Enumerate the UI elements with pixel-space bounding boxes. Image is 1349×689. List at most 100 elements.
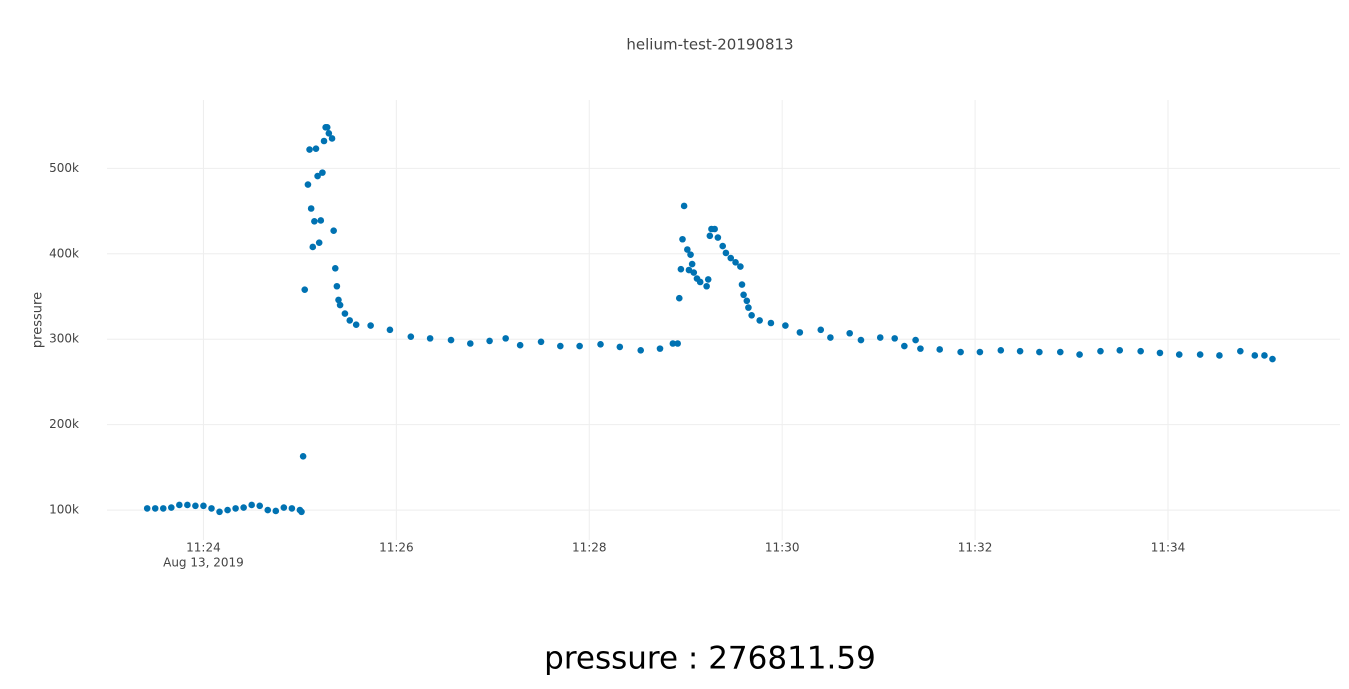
- y-tick-label: 300k: [49, 332, 79, 346]
- data-point: [1156, 349, 1164, 357]
- data-point: [656, 345, 664, 352]
- data-point: [740, 291, 747, 299]
- data-point: [1251, 352, 1259, 359]
- data-point: [264, 506, 272, 514]
- data-point: [684, 246, 691, 253]
- data-point: [704, 276, 712, 283]
- data-point: [687, 251, 694, 258]
- data-point: [796, 329, 804, 336]
- data-point: [341, 310, 349, 317]
- x-date-label: Aug 13, 2019: [163, 556, 244, 570]
- data-point: [1216, 352, 1223, 359]
- data-point: [176, 501, 183, 509]
- data-point: [367, 322, 374, 329]
- data-point: [516, 341, 524, 349]
- data-point: [1036, 348, 1043, 356]
- data-point: [280, 504, 288, 511]
- data-point: [680, 202, 688, 210]
- data-point: [299, 452, 307, 460]
- data-point: [688, 260, 696, 268]
- data-point: [719, 242, 726, 250]
- data-point: [637, 347, 645, 354]
- data-point: [1269, 355, 1276, 363]
- data-point: [936, 346, 944, 353]
- data-point: [997, 347, 1005, 354]
- data-point: [767, 319, 775, 327]
- data-point: [486, 337, 493, 345]
- data-point: [335, 296, 342, 304]
- data-point: [315, 239, 323, 246]
- data-point: [301, 286, 309, 293]
- data-point: [386, 326, 394, 334]
- data-point: [298, 508, 305, 516]
- y-tick-label: 500k: [49, 161, 79, 175]
- data-point: [756, 317, 763, 324]
- x-tick-label: 11:34: [1151, 541, 1186, 555]
- data-point: [328, 135, 336, 142]
- data-point: [224, 506, 231, 514]
- data-point: [309, 243, 317, 251]
- data-point: [891, 335, 899, 342]
- data-point: [976, 348, 984, 356]
- data-point: [502, 335, 509, 342]
- data-point: [311, 218, 318, 225]
- data-point: [711, 225, 718, 233]
- x-tick-label: 11:28: [572, 541, 607, 555]
- data-point: [748, 312, 755, 319]
- data-point: [325, 130, 333, 137]
- data-point: [200, 502, 207, 510]
- data-point: [696, 278, 704, 286]
- data-point: [1261, 352, 1268, 359]
- data-point: [306, 146, 313, 153]
- data-point: [314, 172, 321, 180]
- data-point: [232, 505, 239, 512]
- data-point: [312, 145, 320, 152]
- data-point: [248, 501, 255, 509]
- value-readout: pressure : 276811.59: [544, 641, 876, 677]
- data-point: [143, 505, 151, 512]
- data-point: [330, 227, 337, 235]
- x-tick-label: 11:26: [379, 541, 414, 555]
- data-point: [317, 217, 325, 224]
- data-point: [745, 304, 752, 311]
- data-point: [782, 322, 789, 329]
- data-point: [679, 235, 686, 243]
- data-point: [1056, 348, 1064, 356]
- data-point: [675, 294, 683, 302]
- data-point: [703, 282, 710, 290]
- data-point: [304, 181, 312, 188]
- data-point: [168, 504, 175, 511]
- data-point: [714, 234, 722, 241]
- data-point: [336, 301, 344, 309]
- data-point: [817, 326, 825, 334]
- data-point: [1137, 347, 1144, 355]
- data-point: [669, 340, 677, 347]
- data-point: [957, 348, 964, 356]
- data-point: [722, 249, 730, 257]
- data-point: [846, 329, 853, 337]
- data-point: [901, 342, 908, 350]
- data-point: [192, 502, 199, 510]
- data-point: [352, 321, 360, 328]
- data-point: [1097, 347, 1104, 355]
- data-point: [616, 343, 624, 351]
- data-point: [333, 282, 341, 290]
- data-point: [557, 342, 564, 350]
- data-point: [597, 341, 604, 348]
- data-point: [346, 317, 354, 324]
- data-point: [288, 505, 296, 512]
- data-point: [426, 335, 434, 342]
- data-point: [240, 504, 247, 511]
- data-point: [576, 342, 583, 350]
- data-point: [827, 334, 834, 341]
- data-point: [467, 340, 474, 347]
- data-point: [331, 265, 339, 272]
- data-point: [537, 338, 545, 346]
- data-point: [1196, 351, 1204, 358]
- data-point: [208, 505, 215, 512]
- data-point: [216, 508, 223, 516]
- data-point: [1076, 351, 1083, 358]
- x-tick-label: 11:24: [186, 541, 221, 555]
- data-point: [159, 505, 167, 512]
- y-tick-label: 400k: [49, 246, 79, 260]
